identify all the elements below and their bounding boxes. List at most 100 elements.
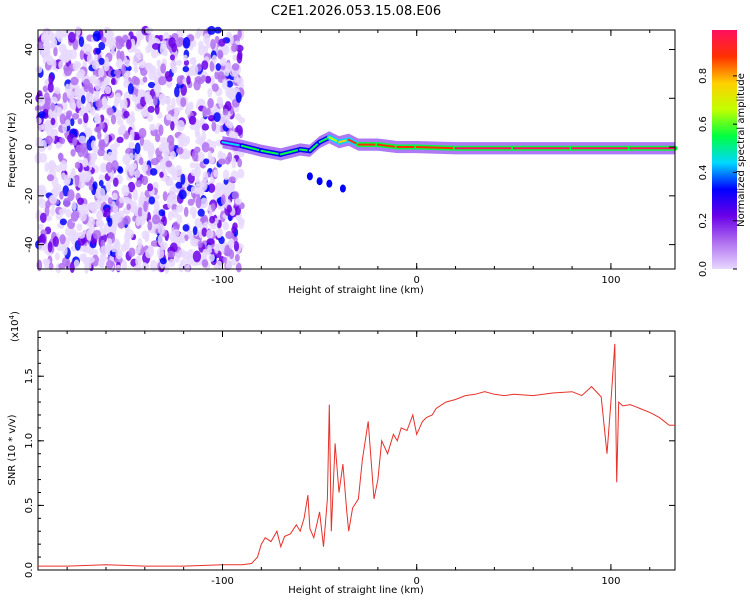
noise-blob [91,60,100,70]
noise-blob [194,162,200,171]
noise-blob [195,196,202,209]
noise-blob [150,157,159,166]
noise-blob [118,125,127,135]
noise-blob [142,142,149,152]
noise-blob [39,233,46,246]
noise-blob [155,85,160,98]
noise-blob [143,200,148,213]
noise-blob [41,33,47,41]
noise-blob [123,72,129,83]
noise-blob [65,119,71,126]
noise-blob [134,77,140,86]
noise-blob [169,54,175,61]
snr-x-tick-label: 100 [601,576,620,587]
noise-blob [158,124,164,136]
noise-blob [225,230,234,240]
spectrogram-signal-ridge [219,131,678,193]
noise-blob [225,256,231,265]
noise-blob [171,65,178,74]
noise-blob [133,65,139,74]
noise-blob [206,107,211,116]
noise-blob [185,105,191,116]
noise-blob [234,198,242,205]
noise-blob [168,258,176,268]
noise-blob [196,98,205,106]
noise-blob [228,249,235,260]
noise-blob [231,43,238,53]
noise-blob [117,118,124,126]
noise-blob [106,151,115,163]
noise-blob [176,120,185,132]
noise-blob [154,103,160,115]
noise-blob [225,262,233,270]
noise-blob [226,204,232,214]
noise-blob [116,50,122,61]
noise-blob [183,206,189,218]
noise-blob [72,136,78,146]
noise-blob [203,158,210,165]
noise-blob [171,97,176,110]
noise-blob [126,203,131,211]
noise-blob [77,118,83,125]
noise-blob [50,117,56,126]
noise-blob [59,234,66,245]
noise-blob [144,92,150,103]
ridge-core [260,149,282,156]
snr-x-label: Height of straight line (km) [288,585,424,596]
noise-blob [237,158,243,168]
noise-blob [213,112,221,123]
noise-blob [142,76,148,83]
noise-blob [167,211,173,221]
spectrogram-y-tick-label: 20 [24,92,35,105]
noise-blob [172,229,180,237]
noise-blob [158,209,166,217]
noise-blob [153,200,160,212]
snr-frame [37,330,676,571]
noise-blob [170,168,176,176]
noise-blob [145,45,151,54]
noise-blob [226,80,234,88]
noise-blob [94,114,102,125]
noise-blob [70,118,75,127]
noise-blob [197,208,205,217]
noise-blob [165,160,173,168]
noise-blob [115,58,123,69]
noise-blob [235,262,242,273]
noise-blob [112,177,119,187]
noise-blob [145,62,153,71]
secondary-branch-blob [316,177,323,186]
noise-blob [195,176,201,187]
noise-blob [174,165,183,177]
noise-blob [98,41,106,51]
noise-blob [211,54,217,64]
snr-y-tick-label: 0.5 [24,497,35,513]
colorbar-label: Normalized spectral amplitude [736,73,747,227]
noise-blob [207,115,215,122]
noise-blob [44,205,50,217]
noise-blob [101,36,107,43]
colorbar-tick-label: 0.8 [698,68,709,84]
noise-blob [101,96,108,107]
noise-blob [222,256,228,264]
noise-blob [154,133,161,143]
noise-blob [213,169,219,178]
noise-blob [167,197,172,209]
noise-blob [162,216,167,227]
noise-blob [156,247,165,259]
noise-blob [79,141,88,154]
noise-blob [62,185,70,197]
noise-blob [152,208,159,216]
noise-blob [166,95,171,107]
noise-blob [214,35,220,43]
noise-blob [92,181,98,191]
noise-blob [35,65,43,74]
ridge-core [415,146,457,150]
noise-blob [192,226,198,236]
noise-blob [129,129,135,142]
noise-blob [176,214,183,225]
noise-blob [83,43,93,55]
noise-blob [78,135,87,144]
noise-blob [222,221,229,231]
noise-blob [211,83,219,92]
noise-blob [203,33,211,45]
